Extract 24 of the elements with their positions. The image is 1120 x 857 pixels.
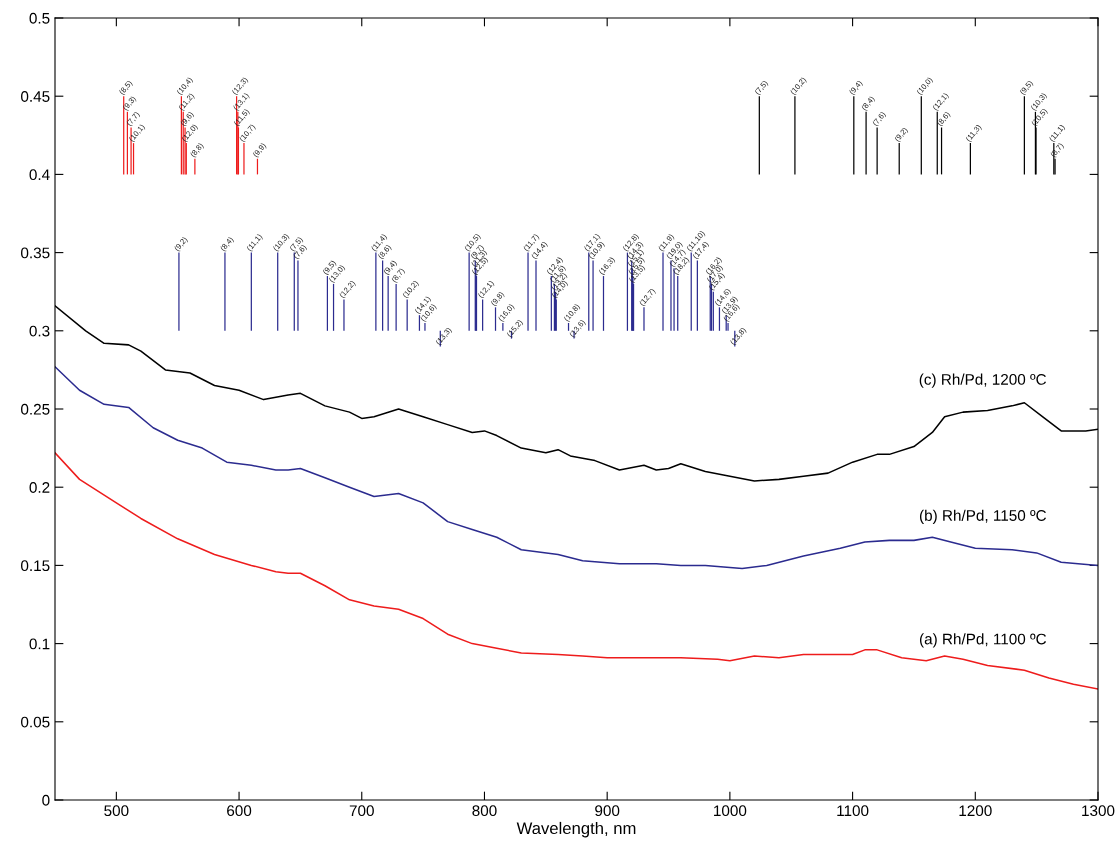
series-label: (b) Rh/Pd, 1150 ºC xyxy=(919,509,1047,524)
x-axis-title: Wavelength, nm xyxy=(516,821,636,838)
y-tick-label: 0.1 xyxy=(29,638,50,650)
x-tick-label: 1000 xyxy=(714,805,747,817)
x-tick-label: 600 xyxy=(227,805,252,817)
y-tick-label: 0.4 xyxy=(29,169,50,181)
y-tick-label: 0.5 xyxy=(29,12,50,24)
x-tick-label: 1300 xyxy=(1082,805,1115,817)
x-tick-label: 500 xyxy=(104,805,129,817)
y-tick-label: 0.25 xyxy=(21,403,50,415)
y-tick-label: 0.3 xyxy=(29,325,50,337)
x-tick-label: 900 xyxy=(595,805,620,817)
y-tick-label: 0.05 xyxy=(21,716,50,728)
x-tick-label: 800 xyxy=(472,805,497,817)
y-tick-label: 0.35 xyxy=(21,247,50,259)
y-tick-label: 0.45 xyxy=(21,91,50,102)
x-tick-label: 700 xyxy=(349,805,374,817)
y-tick-label: 0 xyxy=(42,794,50,806)
x-tick-label: 1200 xyxy=(959,805,992,817)
x-tick-label: 1100 xyxy=(837,805,869,817)
series-label: (c) Rh/Pd, 1200 ºC xyxy=(919,373,1047,388)
y-tick-label: 0.2 xyxy=(29,482,50,493)
y-tick-label: 0.15 xyxy=(21,560,50,572)
series-label: (a) Rh/Pd, 1100 ºC xyxy=(919,633,1047,648)
